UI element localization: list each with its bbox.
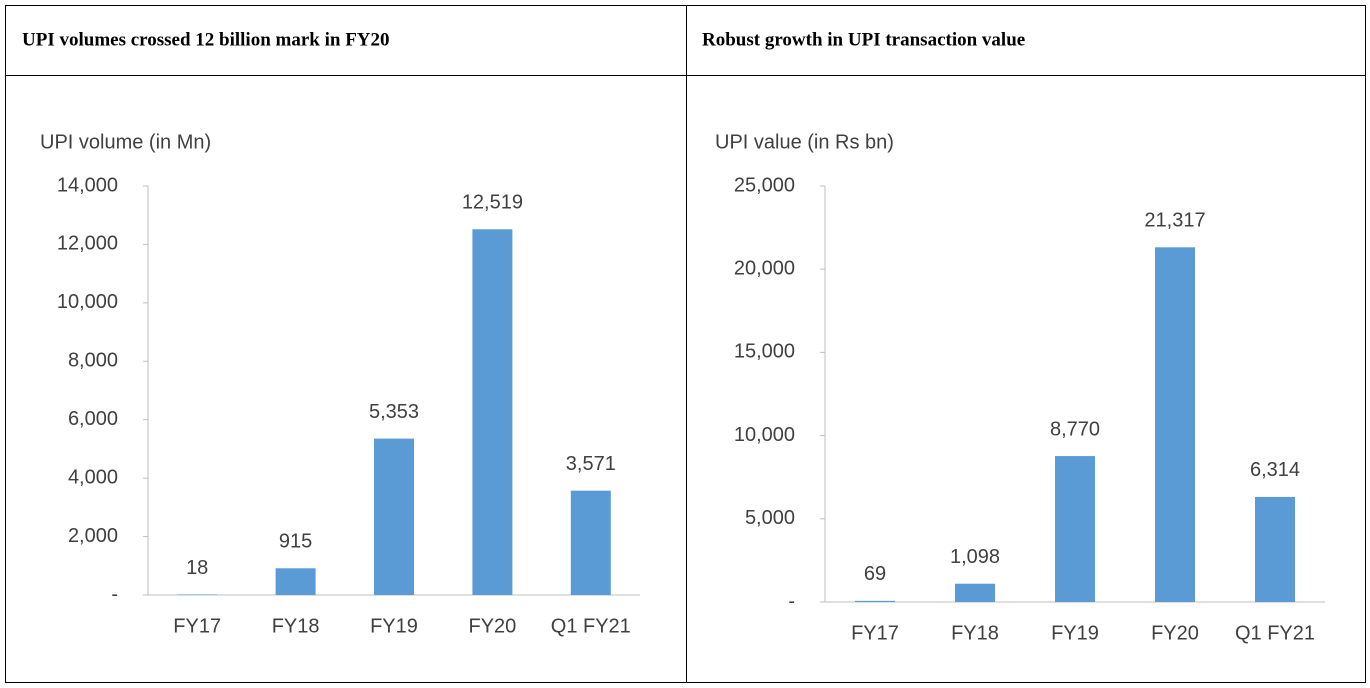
x-tick-label: FY20 <box>1151 622 1199 644</box>
bar <box>472 229 513 595</box>
y-tick-label: 15,000 <box>734 341 795 363</box>
x-tick-label: FY18 <box>272 615 320 637</box>
x-tick-label: FY17 <box>851 622 899 644</box>
data-label: 18 <box>186 557 208 579</box>
y-tick-label: 2,000 <box>68 525 118 547</box>
x-tick-label: FY17 <box>173 615 221 637</box>
bar <box>855 600 895 602</box>
data-label: 12,519 <box>462 192 523 214</box>
bar <box>955 583 995 602</box>
bar <box>1055 456 1095 602</box>
data-label: 21,317 <box>1144 210 1205 232</box>
header: Robust growth in UPI transaction value <box>702 29 1025 50</box>
chart-title: UPI value (in Rs bn) <box>715 131 894 153</box>
data-label: 6,314 <box>1250 459 1300 481</box>
bar <box>1155 247 1195 602</box>
bar <box>374 438 414 595</box>
data-label: 8,770 <box>1050 418 1100 440</box>
x-tick-label: FY19 <box>1051 622 1099 644</box>
y-tick-label: 4,000 <box>68 466 118 488</box>
table-border <box>5 5 1366 683</box>
y-tick-label: 12,000 <box>57 233 118 255</box>
data-label: 5,353 <box>369 401 419 423</box>
x-tick-label: Q1 FY21 <box>1235 622 1315 644</box>
data-label: 1,098 <box>950 546 1000 568</box>
y-tick-label: 6,000 <box>68 408 118 430</box>
y-tick-label: 5,000 <box>745 507 795 529</box>
bar <box>275 568 316 595</box>
y-tick-label: 25,000 <box>734 174 795 196</box>
x-tick-label: FY18 <box>951 622 999 644</box>
data-label: 69 <box>864 563 886 585</box>
header: UPI volumes crossed 12 billion mark in F… <box>22 29 390 50</box>
x-tick-label: FY19 <box>370 615 418 637</box>
x-tick-label: Q1 FY21 <box>551 615 631 637</box>
y-tick-label: 10,000 <box>734 424 795 446</box>
y-tick-label: - <box>111 583 118 605</box>
data-label: 3,571 <box>566 453 616 475</box>
y-tick-label: 8,000 <box>68 350 118 372</box>
chart-title: UPI volume (in Mn) <box>40 131 211 153</box>
bar <box>177 594 218 595</box>
y-tick-label: - <box>788 590 795 612</box>
bar <box>570 490 611 595</box>
data-label: 915 <box>279 531 312 553</box>
y-tick-label: 14,000 <box>57 174 118 196</box>
bar <box>1255 496 1295 602</box>
x-tick-label: FY20 <box>468 615 516 637</box>
y-tick-label: 10,000 <box>57 291 118 313</box>
y-tick-label: 20,000 <box>734 257 795 279</box>
